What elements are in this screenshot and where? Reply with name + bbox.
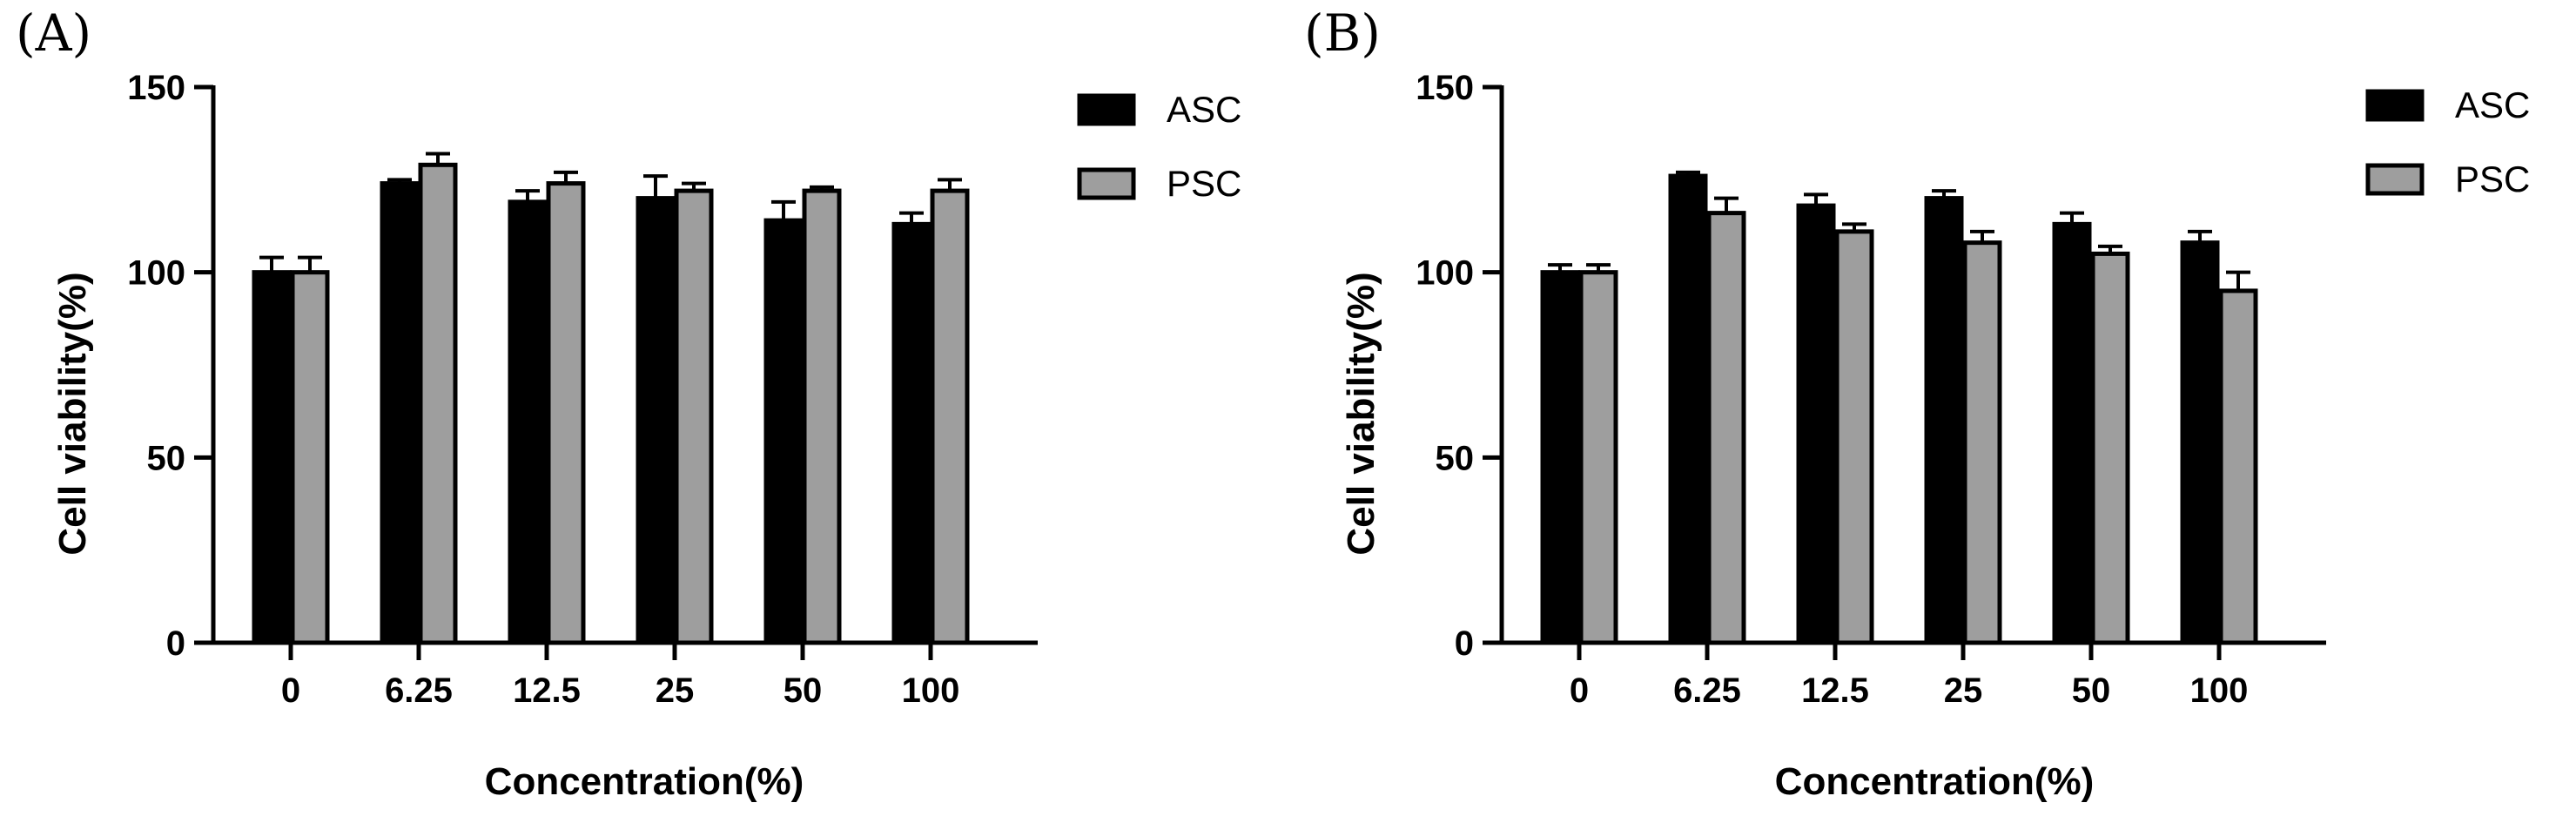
y-tick-label-b: 100 bbox=[1416, 254, 1474, 293]
y-tick-label-a: 100 bbox=[127, 254, 185, 293]
legend-b: ASC PSC bbox=[2365, 84, 2530, 199]
bar-psc-b bbox=[2090, 251, 2130, 645]
bar-asc-a bbox=[380, 181, 420, 645]
x-tick-label-a: 25 bbox=[656, 671, 695, 710]
bar-asc-b bbox=[2052, 221, 2092, 645]
bar-asc-a bbox=[763, 218, 804, 645]
plot-area-b: 0 50 100 150 0 6.25 12.5 25 50 100 bbox=[1416, 69, 2326, 710]
bar-psc-b bbox=[1706, 211, 1746, 645]
y-tick-label-b: 150 bbox=[1416, 69, 1474, 107]
legend-a: ASC PSC bbox=[1077, 89, 1241, 204]
bar-psc-a bbox=[802, 188, 842, 645]
bar-asc-b bbox=[1540, 270, 1580, 645]
x-axis-title-a: Concentration(%) bbox=[485, 760, 804, 803]
legend-label-psc-a: PSC bbox=[1167, 163, 1241, 204]
legend-swatch-psc-a bbox=[1077, 167, 1136, 200]
bar-asc-a bbox=[636, 196, 676, 645]
x-tick-label-b: 100 bbox=[2190, 671, 2249, 710]
bar-asc-a bbox=[508, 199, 548, 645]
bar-asc-a bbox=[252, 270, 292, 645]
bar-psc-a bbox=[290, 270, 330, 645]
x-tick-label-a: 0 bbox=[281, 671, 300, 710]
x-tick-label-b: 50 bbox=[2072, 671, 2111, 710]
y-tick-label-a: 50 bbox=[147, 439, 186, 477]
bar-psc-b bbox=[1834, 229, 1874, 645]
y-tick-label-b: 0 bbox=[1455, 624, 1474, 663]
x-tick-label-a: 6.25 bbox=[385, 671, 453, 710]
panel-label-b: (B) bbox=[1304, 3, 1381, 63]
x-tick-label-b: 0 bbox=[1570, 671, 1589, 710]
legend-label-asc-a: ASC bbox=[1167, 89, 1241, 130]
x-tick-label-b: 6.25 bbox=[1673, 671, 1741, 710]
y-tick-label-a: 150 bbox=[127, 69, 185, 107]
legend-label-psc-b: PSC bbox=[2455, 159, 2530, 199]
bar-asc-b bbox=[1796, 203, 1836, 645]
x-axis-title-b: Concentration(%) bbox=[1775, 760, 2095, 803]
bar-psc-a bbox=[930, 188, 970, 645]
x-tick-label-a: 50 bbox=[784, 671, 823, 710]
x-tick-label-a: 12.5 bbox=[513, 671, 581, 710]
legend-label-asc-b: ASC bbox=[2455, 84, 2530, 125]
y-tick-label-a: 0 bbox=[166, 624, 185, 663]
chart-panel-b: (B) Cell viability(%) Concentration(%) 0… bbox=[1304, 3, 2530, 803]
y-axis-title-a: Cell viability(%) bbox=[51, 272, 94, 555]
y-tick-label-b: 50 bbox=[1436, 439, 1475, 477]
bar-asc-b bbox=[1668, 173, 1708, 645]
bar-psc-b bbox=[1962, 240, 2002, 645]
x-tick-label-b: 25 bbox=[1944, 671, 1983, 710]
x-tick-label-a: 100 bbox=[902, 671, 960, 710]
bar-psc-a bbox=[546, 181, 586, 645]
chart-panel-a: (A) Cell viability(%) Concentration(%) 0… bbox=[16, 3, 1241, 803]
bar-psc-a bbox=[674, 188, 714, 645]
bar-psc-b bbox=[1578, 270, 1618, 645]
x-tick-label-b: 12.5 bbox=[1801, 671, 1869, 710]
y-axis-title-b: Cell viability(%) bbox=[1340, 272, 1382, 555]
bar-asc-b bbox=[1924, 196, 1964, 645]
legend-swatch-psc-b bbox=[2365, 163, 2425, 196]
bar-psc-b bbox=[2218, 288, 2258, 645]
legend-swatch-asc-a bbox=[1077, 93, 1136, 126]
plot-area-a: 0 50 100 150 0 6.25 12.5 25 50 100 bbox=[127, 69, 1038, 710]
bar-asc-a bbox=[891, 221, 932, 645]
legend-swatch-asc-b bbox=[2365, 89, 2425, 122]
panel-label-a: (A) bbox=[16, 3, 91, 63]
bar-asc-b bbox=[2180, 240, 2220, 645]
bar-psc-a bbox=[418, 162, 458, 645]
